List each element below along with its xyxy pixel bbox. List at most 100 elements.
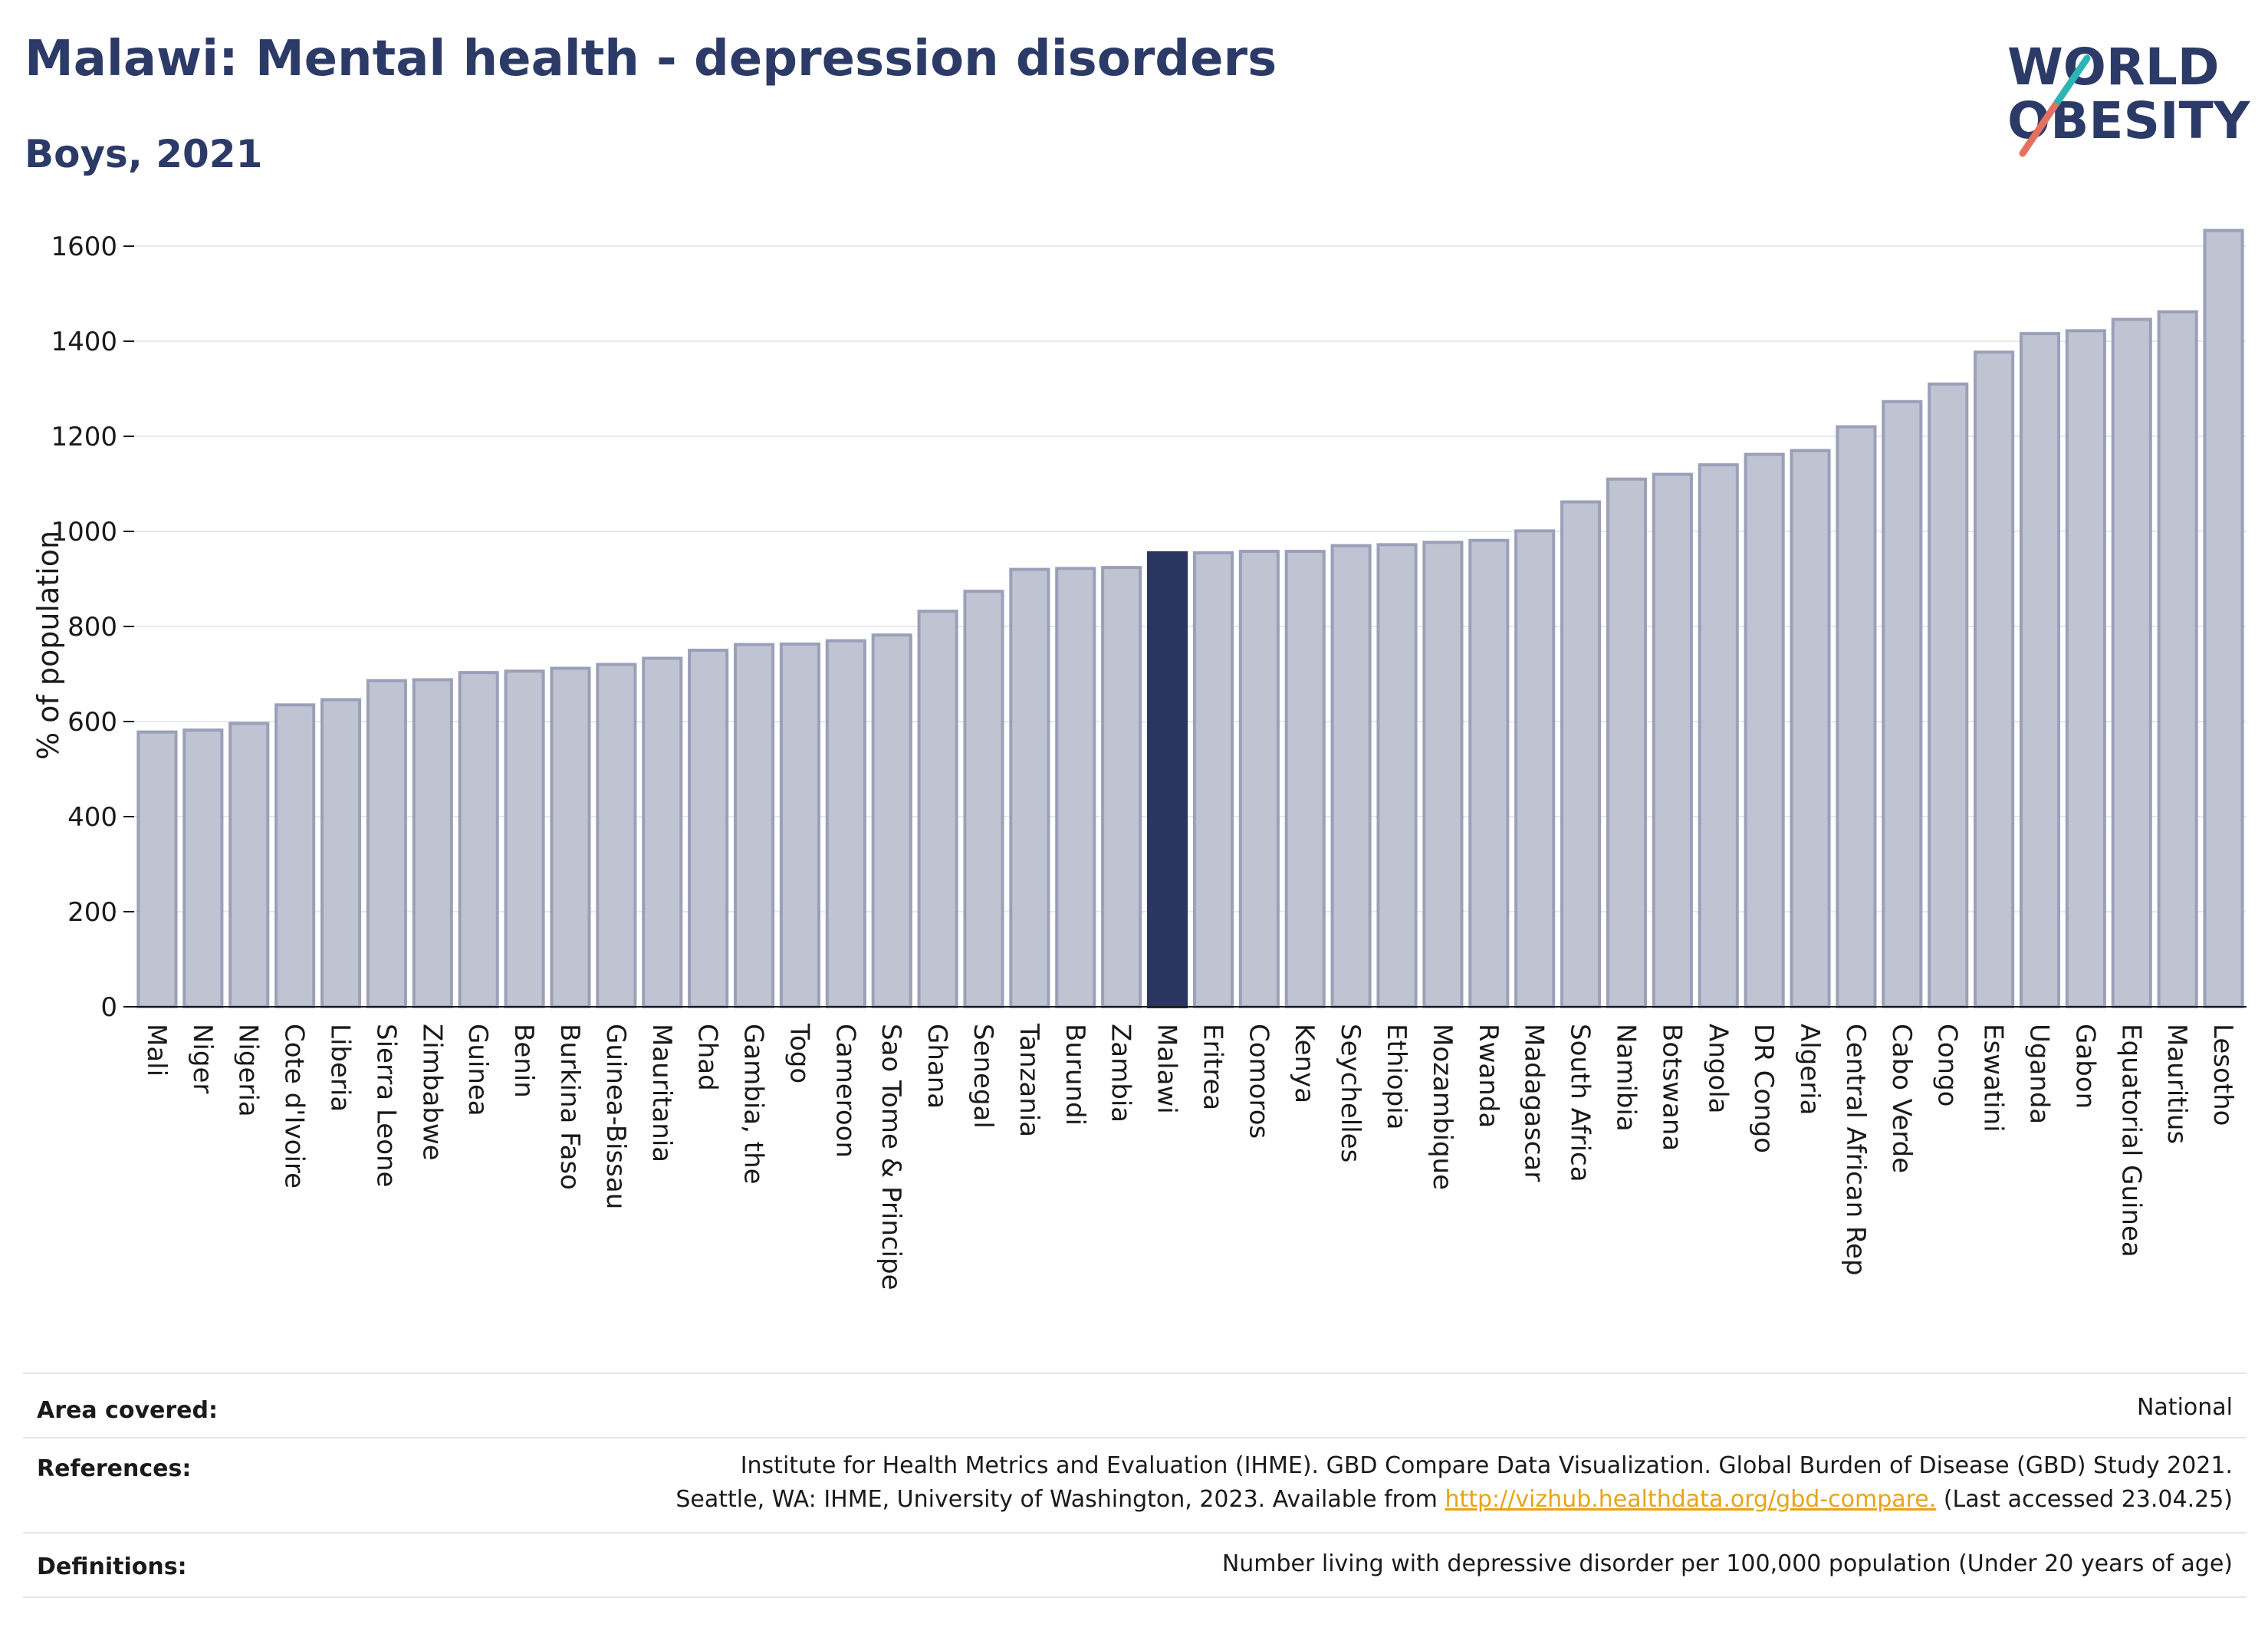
references-line2: Seattle, WA: IHME, University of Washing… [675,1486,2233,1513]
bar [1652,472,1693,1008]
y-axis-title: % of population [31,531,65,760]
bar [504,669,545,1009]
bar [2065,329,2106,1008]
bar [1560,500,1602,1008]
bar [274,703,316,1008]
y-tick-label: 200 [67,897,117,928]
x-tick-label: Angola [1702,1024,1733,1113]
y-tick-label: 400 [67,802,117,833]
y-tick-label: 1600 [51,232,117,262]
references-link[interactable]: http://vizhub.healthdata.org/gbd-compare… [1445,1486,1937,1513]
references-label: References: [37,1455,192,1482]
bar [642,656,683,1008]
y-tick-label: 1000 [51,517,117,547]
bar [871,633,912,1008]
bar [1009,567,1050,1008]
y-tick-label: 0 [100,992,117,1023]
bars [136,228,2244,1009]
x-tick-label: Chad [692,1024,723,1091]
bar [733,643,775,1008]
x-tick-label: Sierra Leone [370,1024,401,1187]
definitions-value: Number living with depressive disorder p… [1221,1550,2233,1577]
x-tick-label: Sao Tome & Principe [876,1024,906,1290]
info-row-area: Area covered: National [23,1373,2247,1438]
bar [320,698,362,1008]
x-tick-label: Congo [1932,1024,1963,1106]
bar [779,642,820,1008]
x-tick-label: Uganda [2023,1024,2054,1124]
bar [1974,350,2015,1008]
area-value: National [2136,1394,2233,1421]
bar [2203,228,2244,1009]
info-row-definitions: Definitions: Number living with depressi… [23,1532,2247,1598]
bar [596,662,637,1008]
x-tick-label: Central African Rep [1840,1024,1871,1276]
bar [1928,382,1969,1008]
chart-title: Malawi: Mental health - depression disor… [25,31,1277,87]
bar [228,722,270,1008]
x-tick-label: Liberia [325,1024,356,1112]
info-row-references: References: Institute for Health Metrics… [23,1437,2247,1534]
bar [1882,399,1923,1008]
bar [1836,425,1877,1008]
x-tick-label: Niger [187,1024,218,1093]
bar [1101,566,1142,1008]
x-tick-label: Ethiopia [1381,1024,1412,1129]
bar [1606,477,1648,1008]
y-tick-label: 1400 [51,327,117,357]
x-tick-label: Cabo Verde [1886,1024,1917,1173]
bar [688,649,729,1008]
x-tick-label: Botswana [1656,1024,1687,1151]
chart-subtitle: Boys, 2021 [25,132,263,176]
bar [825,639,866,1008]
area-label: Area covered: [37,1397,218,1424]
world-obesity-logo: WORLD OBESITY [2007,38,2251,157]
x-tick-label: Nigeria [233,1024,264,1117]
bar [1330,544,1372,1008]
bar [1284,550,1326,1008]
x-tick-label: Comoros [1243,1024,1274,1139]
y-tick-label: 1200 [51,422,117,452]
bar [1376,543,1418,1008]
x-tick-label: Mauritania [646,1024,677,1162]
x-tick-label: Tanzania [1014,1023,1044,1137]
bar [1422,541,1464,1008]
x-tick-label: Zimbabwe [416,1024,447,1161]
x-tick-label: Kenya [1289,1024,1320,1103]
x-tick-label: Equatorial Guinea [2115,1024,2146,1258]
x-tick-label: Eswatini [1978,1024,2009,1133]
x-tick-label: Rwanda [1473,1024,1504,1128]
references-text: Institute for Health Metrics and Evaluat… [675,1449,2233,1517]
x-tick-label: Seychelles [1335,1024,1366,1162]
x-tick-label: Zambia [1106,1024,1136,1123]
x-tick-label: Namibia [1610,1024,1641,1132]
x-tick-label: DR Congo [1748,1024,1779,1153]
bar-chart: 0 200 400 600 800 1000 1200 1400 1600 Mali Niger N… [31,228,2247,1290]
x-tick-label: Mozambique [1427,1024,1458,1190]
x-tick-label: Eritrea [1197,1024,1228,1110]
x-tick-label: Mali [141,1024,172,1077]
x-tick-label: Cameroon [830,1024,860,1158]
logo-slash-teal [2054,54,2091,105]
bar [366,679,407,1008]
bar [1790,449,1831,1008]
x-axis-labels: Mali Niger Nigeria Cote d'Ivoire Liberia Sier… [141,1023,2238,1290]
bar [2157,310,2198,1008]
bar [1698,463,1739,1008]
x-tick-label: South Africa [1565,1024,1596,1182]
bar [182,728,224,1008]
y-tick-label: 600 [67,707,117,738]
definitions-label: Definitions: [37,1553,187,1580]
y-tick-label: 800 [67,612,117,643]
x-tick-label: Cote d'Ivoire [279,1024,310,1189]
references-line1: Institute for Health Metrics and Evaluat… [740,1452,2233,1479]
bar [2019,332,2061,1008]
info-bottom-rule [23,1596,2247,1598]
x-tick-label: Guinea [462,1024,493,1116]
bar [1192,551,1234,1008]
x-tick-label: Burkina Faso [554,1024,585,1190]
bar [412,678,453,1008]
x-tick-label: Benin [508,1024,539,1098]
logo-slash-coral [2019,97,2062,157]
bar [917,610,958,1008]
